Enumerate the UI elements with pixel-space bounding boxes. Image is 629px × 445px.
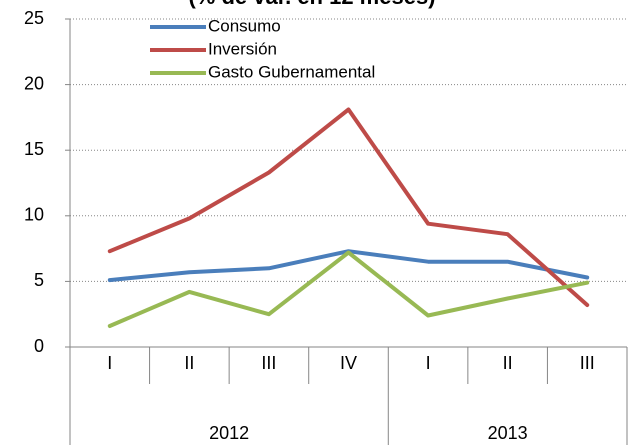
x-tick-label: I xyxy=(107,353,112,373)
series-line xyxy=(107,107,590,307)
series-line xyxy=(107,250,590,328)
series-line xyxy=(107,249,590,283)
y-tick-label: 20 xyxy=(24,73,44,93)
x-tick-label: I xyxy=(426,353,431,373)
x-tick-label: II xyxy=(503,353,513,373)
x-tick-label: III xyxy=(580,353,595,373)
group-label: 2012 xyxy=(209,423,249,443)
x-tick-label: III xyxy=(261,353,276,373)
y-tick-label: 25 xyxy=(24,8,44,28)
legend-label: Consumo xyxy=(208,16,281,35)
y-tick-label: 5 xyxy=(34,270,44,290)
y-tick-label: 10 xyxy=(24,205,44,225)
y-tick-label: 0 xyxy=(34,336,44,356)
legend-label: Inversión xyxy=(208,39,277,58)
chart-title: (% de var. en 12 meses) xyxy=(188,0,435,9)
y-tick-label: 15 xyxy=(24,139,44,159)
x-tick-label: IV xyxy=(340,353,357,373)
group-label: 2013 xyxy=(488,423,528,443)
legend-label: Gasto Gubernamental xyxy=(208,62,375,81)
x-tick-label: II xyxy=(184,353,194,373)
